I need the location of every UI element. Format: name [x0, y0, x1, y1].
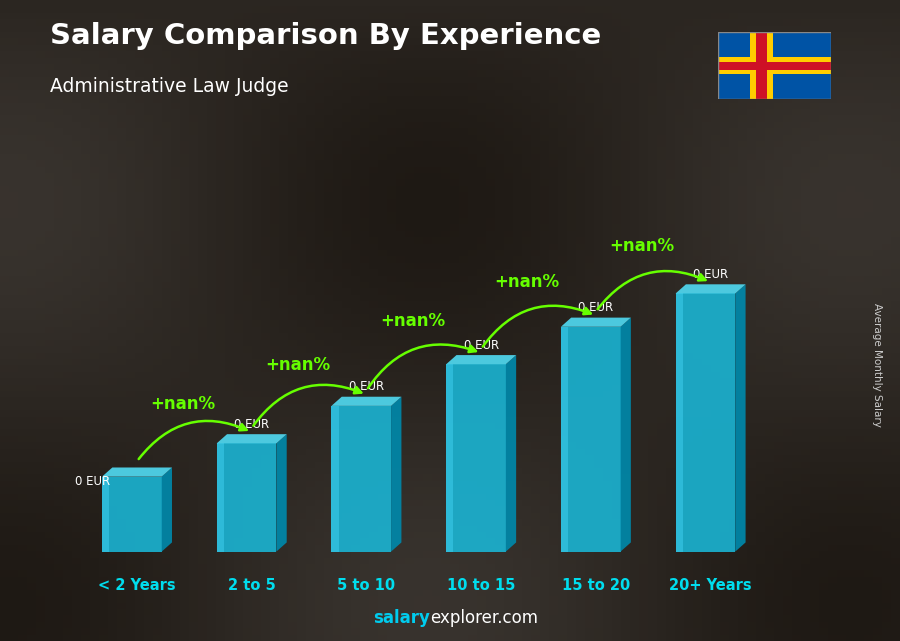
- Bar: [750, 32, 773, 99]
- Text: +nan%: +nan%: [494, 272, 560, 290]
- Text: 0 EUR: 0 EUR: [234, 418, 269, 431]
- Polygon shape: [276, 434, 287, 552]
- Text: Administrative Law Judge: Administrative Law Judge: [50, 77, 288, 96]
- Polygon shape: [620, 318, 631, 552]
- Bar: [756, 32, 767, 99]
- Bar: [676, 294, 683, 552]
- Text: +nan%: +nan%: [380, 312, 445, 330]
- Bar: [102, 477, 162, 552]
- Text: 0 EUR: 0 EUR: [464, 338, 499, 352]
- Polygon shape: [331, 397, 401, 406]
- Text: +nan%: +nan%: [265, 356, 330, 374]
- Bar: [217, 444, 276, 552]
- Text: explorer.com: explorer.com: [430, 609, 538, 627]
- Polygon shape: [446, 355, 516, 364]
- Polygon shape: [392, 397, 401, 552]
- Bar: [331, 406, 338, 552]
- Polygon shape: [102, 467, 172, 477]
- Text: 0 EUR: 0 EUR: [76, 475, 111, 488]
- Bar: [446, 364, 454, 552]
- Text: +nan%: +nan%: [609, 237, 674, 255]
- Bar: [718, 62, 831, 70]
- Bar: [102, 477, 109, 552]
- Text: salary: salary: [374, 609, 430, 627]
- Polygon shape: [217, 434, 287, 444]
- Polygon shape: [162, 467, 172, 552]
- Polygon shape: [506, 355, 516, 552]
- Text: Salary Comparison By Experience: Salary Comparison By Experience: [50, 22, 601, 51]
- Text: +nan%: +nan%: [150, 395, 215, 413]
- Text: Average Monthly Salary: Average Monthly Salary: [872, 303, 883, 428]
- Text: 0 EUR: 0 EUR: [693, 268, 728, 281]
- Polygon shape: [561, 318, 631, 327]
- Text: 0 EUR: 0 EUR: [349, 380, 384, 394]
- Bar: [676, 294, 735, 552]
- Bar: [561, 327, 568, 552]
- Polygon shape: [735, 285, 745, 552]
- Text: 0 EUR: 0 EUR: [579, 301, 614, 314]
- Bar: [446, 364, 506, 552]
- Polygon shape: [676, 285, 745, 294]
- Bar: [561, 327, 620, 552]
- Bar: [718, 57, 831, 74]
- Bar: [331, 406, 392, 552]
- Bar: [217, 444, 224, 552]
